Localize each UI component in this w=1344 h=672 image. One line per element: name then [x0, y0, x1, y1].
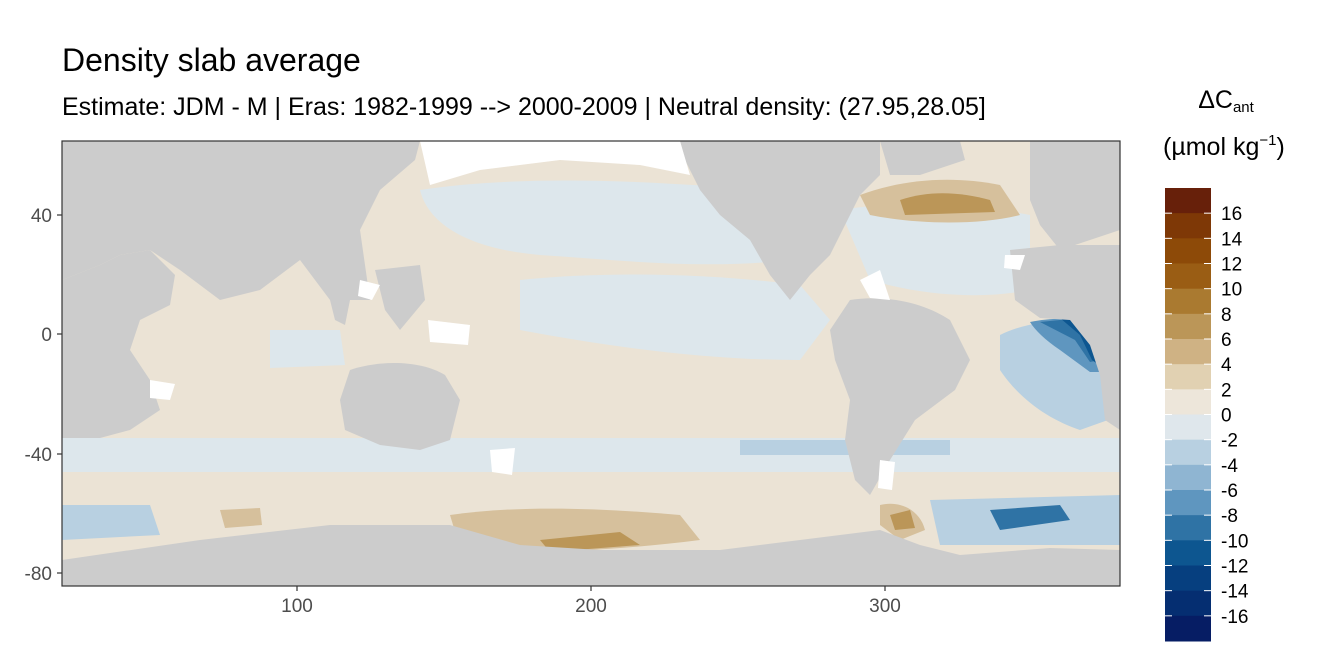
greenland: [880, 141, 965, 175]
legend-swatch: [1165, 238, 1211, 264]
legend-label: 16: [1221, 204, 1242, 225]
y-tick-labels: 40 0 -40 -80: [25, 206, 52, 585]
africa-east: [62, 250, 175, 438]
legend-colorbar: [1165, 188, 1211, 642]
antarctica: [62, 525, 1120, 586]
legend-label: 8: [1221, 305, 1232, 326]
legend-swatch: [1165, 414, 1211, 441]
caribbean-gap: [860, 270, 890, 300]
legend-swatch: [1165, 364, 1211, 390]
map-panel: [62, 141, 1120, 586]
legend-swatch: [1165, 515, 1211, 541]
legend-swatch: [1165, 615, 1211, 642]
anomaly-strong-negative: [990, 318, 1104, 530]
falkland-gap: [878, 460, 895, 490]
legend-label: -2: [1221, 431, 1238, 452]
madagascar-gap: [150, 380, 175, 400]
x-tick-label: 300: [869, 596, 901, 617]
west-southern-patch: [62, 505, 160, 540]
legend-label: 14: [1221, 229, 1243, 250]
legend-label: -12: [1221, 557, 1248, 578]
australia: [340, 363, 460, 450]
legend-unit-suffix: ): [1276, 133, 1285, 161]
southern-ocean-band: [62, 438, 1120, 472]
africa-west: [1010, 245, 1120, 430]
x-tick-label: 100: [281, 596, 313, 617]
legend-swatch: [1165, 263, 1211, 290]
equatorial-pacific-band: [520, 274, 830, 360]
no-data-cells: [150, 141, 1025, 490]
europe: [1030, 141, 1120, 250]
india: [330, 300, 350, 325]
legend-labels: 16 14 12 10 8 6 4 2 0 -2 -4 -6 -8 -10 -12 -14 -16: [1221, 204, 1249, 628]
legend-label: -6: [1221, 481, 1238, 502]
north-atlantic-band: [840, 204, 1030, 296]
anomaly-strong-positive: [540, 193, 995, 552]
new-zealand-gap: [490, 448, 515, 475]
legend-swatch: [1165, 188, 1211, 214]
legend-swatch: [1165, 313, 1211, 340]
legend-swatch: [1165, 288, 1211, 315]
legend-label: 4: [1221, 355, 1232, 376]
arctic-gap: [420, 141, 690, 185]
y-tick-label: 40: [31, 206, 52, 227]
indian-ocean-patch: [270, 330, 345, 368]
legend-swatch: [1165, 590, 1211, 617]
legend-title: ΔCant: [1166, 86, 1286, 116]
labrador-core: [900, 193, 995, 215]
plot-subtitle: Estimate: JDM - M | Eras: 1982-1999 --> …: [62, 93, 986, 121]
legend-unit-prefix: (µmol kg: [1163, 133, 1260, 161]
y-tick-label: 0: [41, 325, 52, 346]
legend-swatch: [1165, 464, 1211, 491]
southeast-asia: [375, 265, 425, 330]
legend-unit: (µmol kg−1): [1163, 132, 1285, 162]
legend-label: 0: [1221, 406, 1232, 427]
south-america: [830, 298, 970, 495]
plot-title: Density slab average: [62, 42, 361, 78]
legend-label: -14: [1221, 582, 1249, 603]
y-tick-label: -80: [25, 564, 52, 585]
y-tick-label: -40: [25, 445, 52, 466]
legend-label: 10: [1221, 280, 1242, 301]
ross-sea-patch: [450, 508, 700, 552]
peninsula-core: [890, 510, 915, 530]
legend-swatch: [1165, 490, 1211, 516]
gap-2: [428, 320, 470, 345]
med-gap: [1004, 255, 1025, 270]
legend-swatch: [1165, 213, 1211, 239]
weddell-core: [990, 505, 1070, 530]
legend-swatch: [1165, 565, 1211, 592]
legend-label: 12: [1221, 255, 1242, 276]
legend-title-subscript: ant: [1232, 99, 1254, 116]
east-antarctic-patch: [220, 508, 262, 528]
ross-core: [540, 532, 640, 552]
gap-1: [358, 280, 380, 300]
land: [62, 141, 1120, 586]
legend-swatch: [1165, 439, 1211, 466]
legend-label: -16: [1221, 607, 1248, 628]
legend-label: 2: [1221, 380, 1232, 401]
north-pacific-band: [420, 180, 800, 265]
x-tick-labels: 100 200 300: [281, 596, 901, 617]
legend-label: 6: [1221, 330, 1232, 351]
eurasia-east: [62, 141, 420, 300]
legend-unit-superscript: −1: [1259, 132, 1277, 149]
axis-ticks: [57, 214, 886, 591]
legend-swatch: [1165, 339, 1211, 365]
legend-swatch: [1165, 540, 1211, 566]
south-atlantic-strip: [740, 440, 950, 455]
legend-label: -8: [1221, 506, 1238, 527]
legend-swatch: [1165, 389, 1211, 415]
north-america: [680, 141, 880, 300]
legend-title-symbol: ΔC: [1198, 86, 1233, 114]
legend-label: -10: [1221, 531, 1248, 552]
legend-label: -4: [1221, 456, 1238, 477]
x-tick-label: 200: [575, 596, 607, 617]
